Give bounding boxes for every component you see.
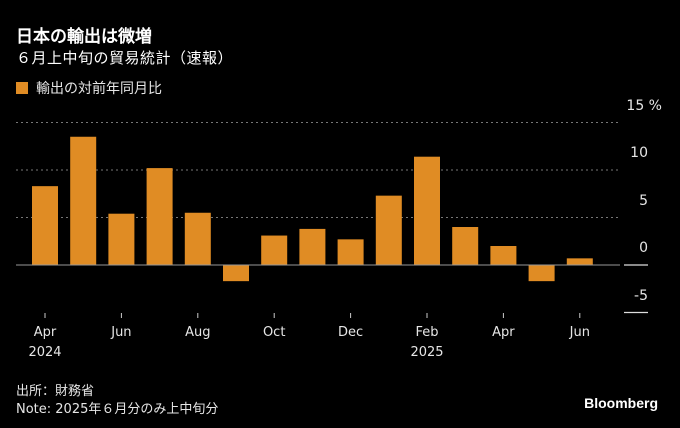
- bar: [108, 213, 135, 265]
- x-tick-label: Jun: [569, 325, 590, 340]
- source-text: 出所：財務省: [16, 384, 95, 399]
- x-year-label: 2024: [28, 345, 62, 360]
- bar: [337, 239, 364, 265]
- bar: [414, 156, 440, 265]
- bar: [32, 186, 58, 265]
- x-tick-label: Jun: [111, 325, 132, 340]
- chart-title: 日本の輸出は微増: [16, 27, 152, 47]
- bar: [528, 265, 555, 282]
- bar: [299, 228, 326, 265]
- legend: 輸出の対前年同月比: [16, 78, 162, 98]
- bar: [452, 227, 479, 265]
- bloomberg-logo: Bloomberg: [584, 395, 658, 411]
- x-tick-label: Dec: [338, 325, 364, 340]
- x-tick-label: Feb: [415, 325, 439, 340]
- bar: [261, 235, 288, 265]
- bar: [223, 265, 249, 282]
- y-tick-label: 0: [639, 240, 648, 256]
- bar: [184, 212, 211, 265]
- note-text: Note: 2025年６月分のみ上中旬分: [16, 402, 219, 417]
- bar: [566, 258, 593, 265]
- y-tick-label: -5: [634, 287, 648, 304]
- bar: [375, 195, 402, 265]
- x-tick-label: Oct: [262, 325, 286, 340]
- x-tick-label: Apr: [33, 325, 57, 340]
- bar: [70, 136, 97, 265]
- x-tick-label: Aug: [185, 325, 211, 340]
- legend-swatch: [16, 82, 28, 94]
- bar: [146, 168, 173, 265]
- x-tick-label: Apr: [492, 325, 515, 340]
- y-tick-label: 10: [630, 145, 648, 161]
- legend-label: 輸出の対前年同月比: [36, 81, 162, 97]
- y-tick-label: 15 %: [626, 97, 662, 114]
- bar: [490, 246, 517, 265]
- y-tick-label: 5: [639, 192, 648, 209]
- x-year-label: 2025: [410, 345, 444, 360]
- chart-subtitle: ６月上中旬の貿易統計（速報）: [16, 49, 234, 67]
